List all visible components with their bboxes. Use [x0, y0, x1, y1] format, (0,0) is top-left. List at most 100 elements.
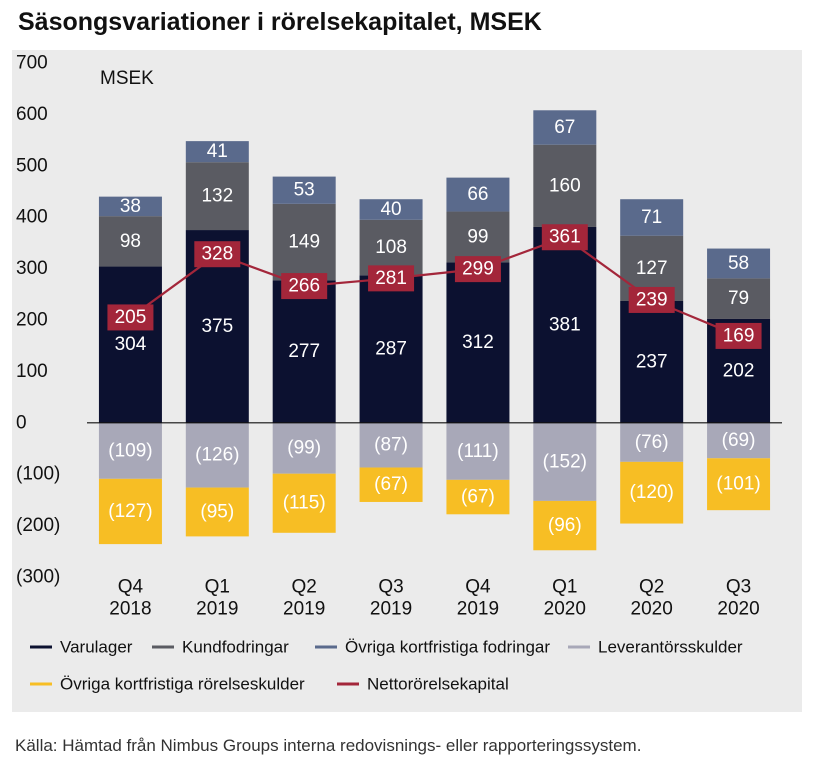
bar-value-label: 237	[636, 351, 668, 372]
legend-label: Övriga kortfristiga rörelseskulder	[60, 675, 305, 694]
bar-segment	[272, 422, 336, 474]
bar-segment	[272, 473, 336, 533]
bar-segment	[533, 110, 597, 145]
bar-segment	[272, 176, 336, 204]
bars: 304 98 38 (109) (127) 375 132 41 (126) (95) 277 149…	[98, 110, 771, 551]
bar-segment	[359, 199, 423, 220]
bar-value-label: 277	[288, 341, 320, 362]
source-note: Källa: Hämtad från Nimbus Groups interna…	[15, 736, 642, 755]
y-tick-label: (100)	[16, 464, 60, 485]
x-tick-year: 2020	[631, 599, 673, 620]
bar-value-label: 108	[375, 237, 407, 258]
bar-value-label: 98	[120, 231, 141, 252]
bar-segment	[620, 422, 684, 462]
line-point-box	[541, 224, 588, 251]
bar-segment	[533, 226, 597, 423]
chart-panel: 700 600 500 400 300 200 100 0 (100) (200) (300) MS…	[12, 50, 802, 712]
x-tick-year: 2019	[196, 599, 238, 620]
unit-label: MSEK	[100, 68, 154, 89]
x-tick-year: 2019	[370, 599, 412, 620]
bar-value-label: (127)	[108, 501, 152, 522]
line-value-label: 239	[636, 289, 668, 310]
bar-value-label: 312	[462, 332, 494, 353]
bar-value-label: (67)	[461, 487, 495, 508]
line-point-box	[454, 256, 501, 283]
bar-value-label: 99	[467, 226, 488, 247]
bar-value-label: 160	[549, 175, 581, 196]
x-tick-quarter: Q1	[552, 577, 577, 598]
bar-value-label: 127	[636, 258, 668, 279]
line-value-label: 169	[723, 325, 755, 346]
x-tick-quarter: Q2	[639, 577, 664, 598]
bar-value-label: (76)	[635, 432, 669, 453]
legend-label: Nettorörelsekapital	[367, 675, 509, 694]
bar-value-label: (101)	[716, 474, 760, 495]
bar-value-label: 71	[641, 207, 662, 228]
bar-segment	[707, 278, 771, 319]
x-tick-year: 2020	[717, 599, 759, 620]
bar-value-label: 67	[554, 117, 575, 138]
bar-segment	[707, 248, 771, 279]
y-tick-label: (200)	[16, 515, 60, 536]
bar-value-label: (87)	[374, 435, 408, 456]
y-tick-label: 700	[16, 53, 48, 74]
line-value-label: 266	[288, 276, 320, 297]
bar-segment	[98, 266, 162, 423]
line-point-box	[194, 241, 241, 268]
bar-segment	[446, 422, 510, 480]
y-tick-label: 100	[16, 361, 48, 382]
bar-value-label: 304	[115, 334, 147, 355]
x-tick-year: 2019	[283, 599, 325, 620]
bar-segment	[359, 275, 423, 423]
bar-segment	[98, 216, 162, 267]
line-point-box	[107, 304, 154, 331]
stacked-bar-chart: 700 600 500 400 300 200 100 0 (100) (200) (300) MS…	[16, 53, 782, 694]
bar-value-label: 381	[549, 314, 581, 335]
bar-segment	[359, 467, 423, 502]
legend-label: Varulager	[60, 638, 133, 657]
bar-value-label: (109)	[108, 440, 152, 461]
net-working-capital-line: 205 328 266 281 299 361 239 169	[107, 224, 762, 349]
bar-value-label: (95)	[200, 501, 234, 522]
bar-value-label: (152)	[543, 451, 587, 472]
line-value-label: 281	[375, 268, 407, 289]
bar-value-label: (69)	[722, 430, 756, 451]
x-tick-year: 2020	[544, 599, 586, 620]
bar-segment	[620, 461, 684, 524]
line-point-box	[715, 322, 762, 349]
bar-segment	[185, 487, 249, 537]
bar-value-label: (115)	[283, 493, 326, 514]
bar-segment	[533, 422, 597, 501]
x-tick-quarter: Q4	[118, 577, 144, 598]
bar-segment	[446, 177, 510, 212]
bar-segment	[272, 203, 336, 281]
bar-segment	[98, 478, 162, 545]
bar-value-label: 149	[288, 232, 320, 253]
bar-segment	[707, 458, 771, 511]
bar-segment	[185, 422, 249, 488]
y-tick-label: 0	[16, 412, 27, 433]
bar-segment	[446, 479, 510, 515]
x-axis: Q42018Q12019Q22019Q32019Q42019Q12020Q220…	[109, 577, 759, 620]
line-value-label: 328	[201, 244, 233, 265]
bar-value-label: (120)	[630, 482, 674, 503]
chart-title: Säsongsvariationer i rörelsekapitalet, M…	[18, 8, 542, 36]
x-tick-year: 2019	[457, 599, 499, 620]
bar-value-label: 375	[201, 316, 233, 337]
x-tick-quarter: Q3	[378, 577, 403, 598]
bar-segment	[620, 300, 684, 423]
bar-segment	[185, 141, 249, 163]
bar-segment	[98, 422, 162, 479]
x-tick-quarter: Q4	[465, 577, 491, 598]
legend-label: Leverantörsskulder	[598, 638, 743, 657]
bar-value-label: (111)	[457, 441, 499, 462]
bar-value-label: 202	[723, 360, 755, 381]
y-tick-label: 200	[16, 310, 48, 331]
bar-value-label: 40	[380, 199, 401, 220]
line-value-label: 361	[549, 227, 581, 248]
y-tick-label: (300)	[16, 567, 60, 588]
x-tick-year: 2018	[109, 599, 151, 620]
y-axis: 700 600 500 400 300 200 100 0 (100) (200) (300)	[16, 53, 60, 588]
bar-segment	[98, 196, 162, 217]
bar-segment	[533, 500, 597, 551]
